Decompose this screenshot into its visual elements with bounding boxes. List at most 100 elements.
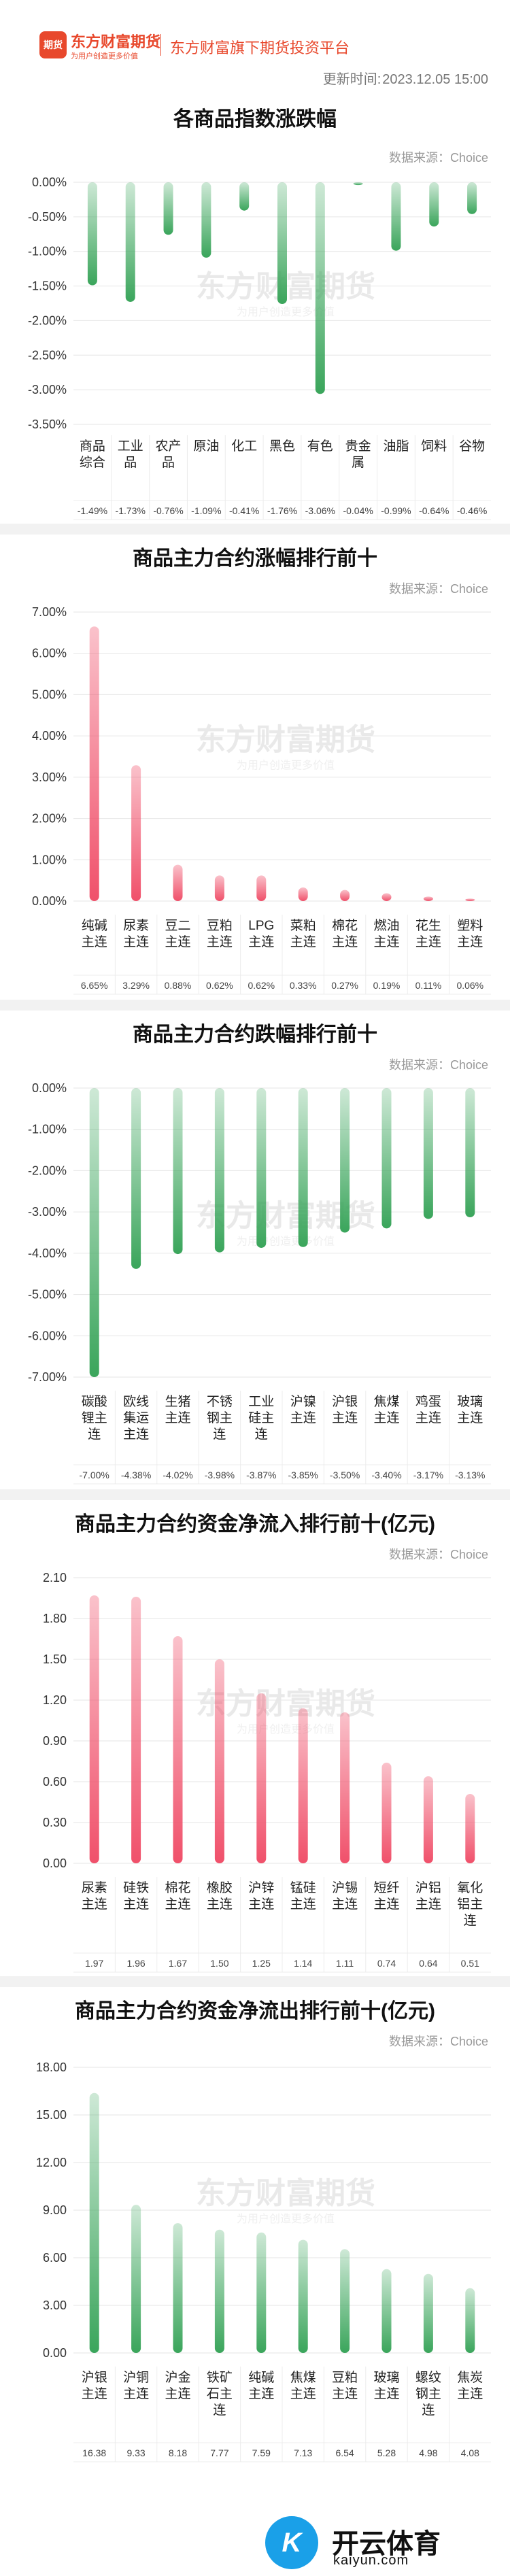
chart-title: 商品主力合约资金净流出排行前十(亿元)	[75, 2000, 435, 2022]
bar	[131, 1088, 141, 1269]
bar	[256, 1693, 267, 1863]
value-label: 1.11	[336, 1958, 354, 1969]
category-label: 主连	[373, 934, 399, 949]
y-tick-label: 0.00	[43, 2346, 67, 2360]
value-label: -0.41%	[229, 505, 259, 516]
value-label: -3.50%	[330, 1470, 360, 1480]
section-divider	[0, 1489, 510, 1500]
chart-title: 各商品指数涨跌幅	[173, 108, 337, 131]
value-label: 4.08	[461, 2447, 479, 2458]
category-label: 沪银	[332, 1394, 358, 1409]
bar	[214, 2229, 224, 2353]
category-label: 玻璃	[457, 1394, 483, 1409]
category-label: 沪铜	[123, 2370, 149, 2385]
category-label: 连	[213, 2403, 226, 2418]
category-label: 沪铝	[415, 1880, 441, 1895]
value-label: 0.33%	[290, 980, 317, 991]
category-label: 主连	[248, 1897, 274, 1912]
y-tick-label: 9.00	[43, 2203, 67, 2217]
category-label: 主连	[415, 934, 441, 949]
bar	[239, 182, 250, 211]
update-time-value: 2023.12.05 15:00	[382, 72, 488, 87]
value-label: -7.00%	[80, 1470, 109, 1480]
category-label: 主连	[457, 2386, 483, 2401]
data-source-note: 数据来源：Choice	[388, 151, 488, 165]
y-tick-label: 1.80	[43, 1612, 67, 1625]
bar	[173, 864, 183, 901]
value-label: 0.51	[461, 1958, 479, 1969]
category-label: 氧化	[457, 1880, 483, 1895]
value-label: -0.76%	[153, 505, 183, 516]
category-label: 生猪	[165, 1394, 190, 1409]
category-label: 螺纹	[415, 2370, 441, 2385]
bar	[381, 2269, 392, 2353]
update-time: 更新时间: 2023.12.05 15:00	[322, 68, 488, 88]
category-label: 油脂	[383, 439, 409, 454]
bar	[89, 626, 99, 901]
value-label: 4.98	[419, 2447, 437, 2458]
y-tick-label: -1.00%	[28, 1123, 67, 1136]
bar	[381, 893, 392, 901]
category-label: 主连	[82, 934, 107, 949]
y-tick-label: -2.00%	[28, 313, 67, 327]
category-label: 综合	[80, 455, 105, 470]
category-label: 工业	[248, 1394, 274, 1409]
bar	[391, 182, 401, 251]
bar	[201, 182, 211, 258]
value-label: 1.25	[252, 1958, 271, 1969]
footer-brand-name: 开云体育	[332, 2529, 441, 2559]
bar	[298, 887, 308, 901]
category-label: 沪锡	[332, 1880, 358, 1895]
bar	[173, 1088, 183, 1255]
platform-description: 东方财富旗下期货投资平台	[170, 39, 350, 56]
value-label: 1.50	[210, 1958, 228, 1969]
value-label: 1.67	[169, 1958, 187, 1969]
watermark-subtext: 为用户创造更多价值	[237, 760, 335, 772]
y-tick-label: -2.00%	[28, 1164, 67, 1177]
category-label: 主连	[332, 1897, 358, 1912]
category-label: 豆二	[165, 919, 190, 933]
bar	[256, 1088, 267, 1248]
bar	[315, 182, 325, 394]
category-label: 主连	[373, 2386, 399, 2401]
value-label: 0.64	[419, 1958, 437, 1969]
footer-brand: K 开云体育 kaiyun.com	[265, 2516, 496, 2571]
value-label: 5.28	[377, 2447, 396, 2458]
category-label: 贵金	[345, 439, 371, 454]
y-tick-label: -6.00%	[28, 1329, 67, 1342]
category-label: 主连	[290, 1410, 316, 1425]
watermark-text: 东方财富期货	[196, 724, 375, 757]
category-label: 原油	[193, 439, 219, 454]
category-label: 沪锌	[248, 1880, 274, 1895]
bar	[298, 1088, 308, 1247]
bar	[340, 1088, 350, 1233]
watermark-subtext: 为用户创造更多价值	[237, 306, 335, 318]
y-tick-label: -1.00%	[28, 245, 67, 258]
y-tick-label: 2.00%	[32, 812, 67, 826]
watermark-text: 东方财富期货	[196, 2177, 375, 2210]
value-label: 7.59	[252, 2447, 271, 2458]
category-label: 主连	[248, 2386, 274, 2401]
bar	[87, 182, 97, 286]
watermark-subtext: 为用户创造更多价值	[237, 2213, 335, 2225]
y-tick-label: -5.00%	[28, 1288, 67, 1302]
footer-brand-url: kaiyun.com	[333, 2553, 409, 2568]
bar	[256, 2232, 267, 2353]
y-tick-label: 0.00%	[32, 1081, 67, 1095]
category-label: 焦炭	[457, 2370, 483, 2385]
category-label: 主连	[207, 1897, 233, 1912]
category-label: 连	[255, 1427, 268, 1442]
section-divider	[0, 1976, 510, 1987]
y-tick-label: 15.00	[36, 2108, 67, 2122]
value-label: -0.04%	[343, 505, 373, 516]
bar	[214, 1659, 224, 1863]
category-label: 锰硅	[290, 1880, 316, 1895]
bar	[163, 182, 173, 235]
value-label: -3.85%	[288, 1470, 318, 1480]
category-label: 锂主	[82, 1410, 107, 1425]
y-tick-label: -0.50%	[28, 210, 67, 224]
category-label: 鸡蛋	[415, 1394, 441, 1409]
category-label: 主连	[415, 1410, 441, 1425]
y-tick-label: 18.00	[36, 2061, 67, 2074]
value-label: 0.62%	[248, 980, 275, 991]
